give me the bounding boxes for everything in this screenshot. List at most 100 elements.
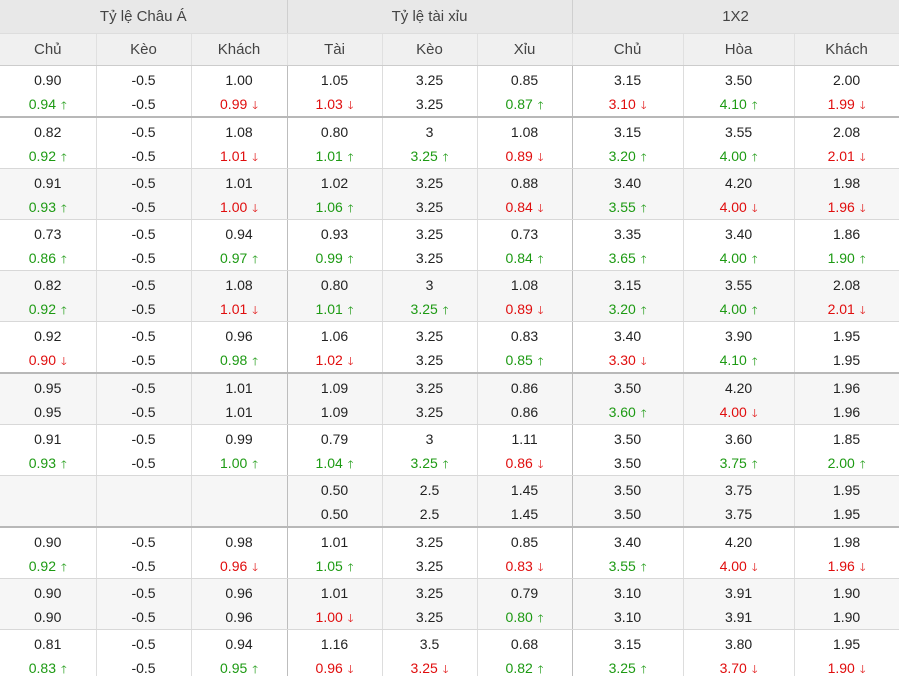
current-odds: 0.86 bbox=[478, 400, 572, 424]
odds-value: 4.20 bbox=[724, 379, 753, 396]
arrow-up-icon: 🡑 bbox=[61, 202, 67, 215]
odds-value: 1.01 bbox=[225, 403, 253, 420]
arrow-up-icon: 🡑 bbox=[252, 663, 258, 676]
arrow-down-icon: 🡓 bbox=[61, 355, 67, 368]
odds-value: 0.99 bbox=[315, 249, 343, 266]
odds-cell-ou-over: 1.09 1.09 bbox=[287, 372, 383, 425]
table-row: 0.91 0.93 🡑 -0.5 -0.5 1.01 1.00 🡓 1.02 1.06 🡑 3.25 3… bbox=[0, 168, 899, 220]
odds-value: 1.00 bbox=[220, 454, 248, 471]
opening-odds: 0.90 bbox=[0, 68, 96, 92]
odds-cell-ah-line bbox=[96, 475, 192, 528]
odds-value: 0.81 bbox=[34, 635, 62, 652]
opening-odds: 0.81 bbox=[0, 632, 96, 656]
current-odds: 0.86 🡓 bbox=[478, 451, 572, 475]
table-row: 0.82 0.92 🡑 -0.5 -0.5 1.08 1.01 🡓 0.80 1.01 🡑 3 3.25… bbox=[0, 270, 899, 322]
arrow-down-icon: 🡓 bbox=[347, 663, 354, 676]
current-odds: 0.84 🡓 bbox=[478, 195, 572, 219]
current-odds: 3.50 bbox=[573, 502, 683, 526]
odds-cell-ou-line: 3.25 3.25 bbox=[382, 168, 478, 220]
col-header-line: Kèo bbox=[382, 33, 478, 66]
opening-odds: 1.01 bbox=[288, 530, 382, 554]
odds-cell-x-draw: 3.60 3.75 🡑 bbox=[683, 424, 795, 476]
odds-value: 1.09 bbox=[320, 403, 349, 420]
opening-odds: 0.92 bbox=[0, 324, 96, 348]
current-odds bbox=[0, 502, 96, 526]
arrow-up-icon: 🡑 bbox=[442, 151, 449, 164]
odds-cell-x-home: 3.10 3.10 bbox=[572, 578, 684, 630]
odds-value: 0.85 bbox=[505, 351, 533, 368]
odds-cell-ou-line: 3.25 3.25 bbox=[382, 321, 478, 374]
opening-odds: 2.5 bbox=[383, 478, 477, 502]
opening-odds: 3.80 bbox=[684, 632, 794, 656]
odds-value: 0.84 bbox=[505, 198, 533, 215]
odds-value: 0.83 bbox=[505, 557, 533, 574]
odds-value: 1.02 bbox=[315, 351, 343, 368]
odds-value: 3.70 bbox=[719, 659, 747, 676]
odds-value: 1.01 bbox=[320, 584, 349, 601]
current-odds: 1.01 🡑 bbox=[288, 144, 382, 168]
odds-cell-ou-line: 2.5 2.5 bbox=[382, 475, 478, 528]
current-odds: 0.89 🡓 bbox=[478, 144, 572, 168]
opening-odds: 4.20 bbox=[684, 530, 794, 554]
odds-value: 3.50 bbox=[724, 71, 753, 88]
odds-value: 0.99 bbox=[220, 95, 248, 112]
odds-value: -0.5 bbox=[131, 276, 156, 293]
odds-value: 0.94 bbox=[28, 95, 56, 112]
odds-cell-ou-over: 1.16 0.96 🡓 bbox=[287, 629, 383, 676]
odds-value: -0.5 bbox=[131, 608, 156, 625]
arrow-down-icon: 🡓 bbox=[537, 304, 544, 317]
odds-value: 1.05 bbox=[320, 71, 349, 88]
arrow-up-icon: 🡑 bbox=[347, 304, 354, 317]
odds-cell-x-away: 1.95 1.95 bbox=[794, 475, 899, 528]
arrow-down-icon: 🡓 bbox=[347, 355, 354, 368]
opening-odds: 0.94 bbox=[192, 222, 287, 246]
odds-cell-ah-line: -0.5 -0.5 bbox=[96, 424, 192, 476]
opening-odds: 0.68 bbox=[478, 632, 572, 656]
odds-value: 3.25 bbox=[415, 249, 444, 266]
opening-odds: 0.96 bbox=[192, 324, 287, 348]
odds-value: 3.75 bbox=[719, 454, 747, 471]
current-odds: 0.97 🡑 bbox=[192, 246, 287, 270]
odds-value: 4.20 bbox=[724, 174, 753, 191]
odds-value: 3.40 bbox=[724, 225, 753, 242]
current-odds: 0.92 🡑 bbox=[0, 144, 96, 168]
odds-value: 0.99 bbox=[225, 430, 253, 447]
odds-cell-x-home: 3.15 3.25 🡑 bbox=[572, 629, 684, 676]
current-odds: 3.25 🡑 bbox=[573, 656, 683, 676]
odds-value: 1.96 bbox=[827, 557, 855, 574]
odds-value: 0.93 bbox=[28, 454, 56, 471]
odds-value: 3.25 bbox=[415, 71, 444, 88]
current-odds: 3.91 bbox=[684, 605, 794, 629]
arrow-up-icon: 🡑 bbox=[751, 304, 758, 317]
col-header-over: Tài bbox=[287, 33, 383, 66]
odds-value: 0.90 bbox=[34, 584, 62, 601]
current-odds bbox=[192, 502, 287, 526]
arrow-up-icon: 🡑 bbox=[751, 253, 758, 266]
table-row: 0.73 0.86 🡑 -0.5 -0.5 0.94 0.97 🡑 0.93 0.99 🡑 3.25 3… bbox=[0, 219, 899, 271]
odds-cell-ou-line: 3.25 3.25 bbox=[382, 65, 478, 118]
odds-value: 0.91 bbox=[34, 174, 62, 191]
arrow-up-icon: 🡑 bbox=[640, 561, 647, 574]
odds-value: 1.06 bbox=[315, 198, 343, 215]
odds-cell-ah-home: 0.92 0.90 🡓 bbox=[0, 321, 97, 374]
current-odds: 3.75 🡑 bbox=[684, 451, 794, 475]
odds-value: 0.90 bbox=[34, 608, 62, 625]
odds-value: 1.90 bbox=[832, 584, 861, 601]
odds-value: 0.83 bbox=[510, 327, 539, 344]
odds-value: -0.5 bbox=[131, 557, 156, 574]
odds-value: 0.90 bbox=[28, 351, 56, 368]
opening-odds: 1.45 bbox=[478, 478, 572, 502]
arrow-down-icon: 🡓 bbox=[859, 202, 866, 215]
arrow-up-icon: 🡑 bbox=[347, 561, 354, 574]
opening-odds: -0.5 bbox=[97, 171, 191, 195]
arrow-up-icon: 🡑 bbox=[537, 99, 544, 112]
opening-odds: 1.02 bbox=[288, 171, 382, 195]
opening-odds: -0.5 bbox=[97, 376, 191, 400]
odds-value: 0.96 bbox=[225, 327, 253, 344]
col-header-home: Chủ bbox=[0, 33, 97, 66]
odds-cell-ou-line: 3.25 3.25 bbox=[382, 526, 478, 579]
odds-value: 2.08 bbox=[832, 276, 861, 293]
odds-value: 4.00 bbox=[719, 249, 747, 266]
opening-odds: 1.05 bbox=[288, 68, 382, 92]
odds-value: 1.11 bbox=[511, 430, 538, 447]
